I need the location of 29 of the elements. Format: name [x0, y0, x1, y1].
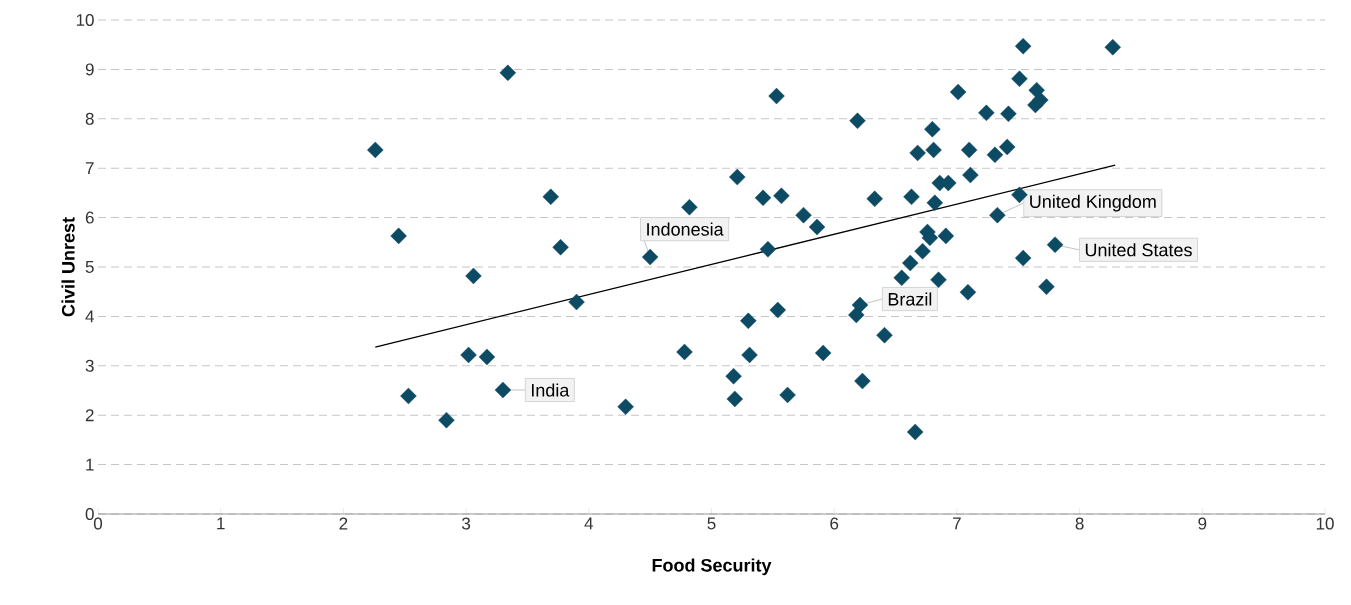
y-tick-label: 0 — [85, 507, 94, 521]
x-tick-label: 8 — [1075, 517, 1084, 530]
x-tick-label: 5 — [707, 517, 716, 530]
y-axis-title: Civil Unrest — [61, 217, 75, 317]
y-tick-label: 9 — [85, 63, 94, 76]
annotation: India — [531, 383, 570, 397]
x-tick-label: 2 — [339, 517, 348, 530]
x-tick-label: 9 — [1198, 517, 1207, 530]
x-tick-label: 0 — [93, 517, 103, 530]
y-tick-label: 8 — [85, 112, 94, 125]
y-tick-label: 6 — [85, 211, 94, 224]
y-tick-label: 1 — [86, 458, 94, 471]
y-tick-label: 7 — [85, 162, 94, 175]
annotation: Brazil — [888, 292, 932, 306]
y-tick-label: 4 — [85, 310, 94, 323]
annotation: United States — [1085, 243, 1192, 257]
x-tick-label: 4 — [584, 517, 594, 530]
x-tick-label: 10 — [1316, 517, 1334, 530]
y-tick-label: 10 — [76, 13, 94, 27]
x-tick-label: 3 — [462, 517, 471, 530]
x-tick-label: 6 — [830, 517, 839, 530]
x-axis-title: Food Security — [652, 558, 772, 576]
y-tick-label: 5 — [85, 261, 94, 273]
x-tick-label: 7 — [953, 517, 961, 530]
y-tick-label: 3 — [85, 359, 94, 372]
annotation: United Kingdom — [1030, 194, 1156, 212]
y-tick-label: 2 — [85, 409, 94, 422]
x-tick-label: 1 — [217, 517, 225, 530]
annotation: Indonesia — [647, 222, 724, 236]
